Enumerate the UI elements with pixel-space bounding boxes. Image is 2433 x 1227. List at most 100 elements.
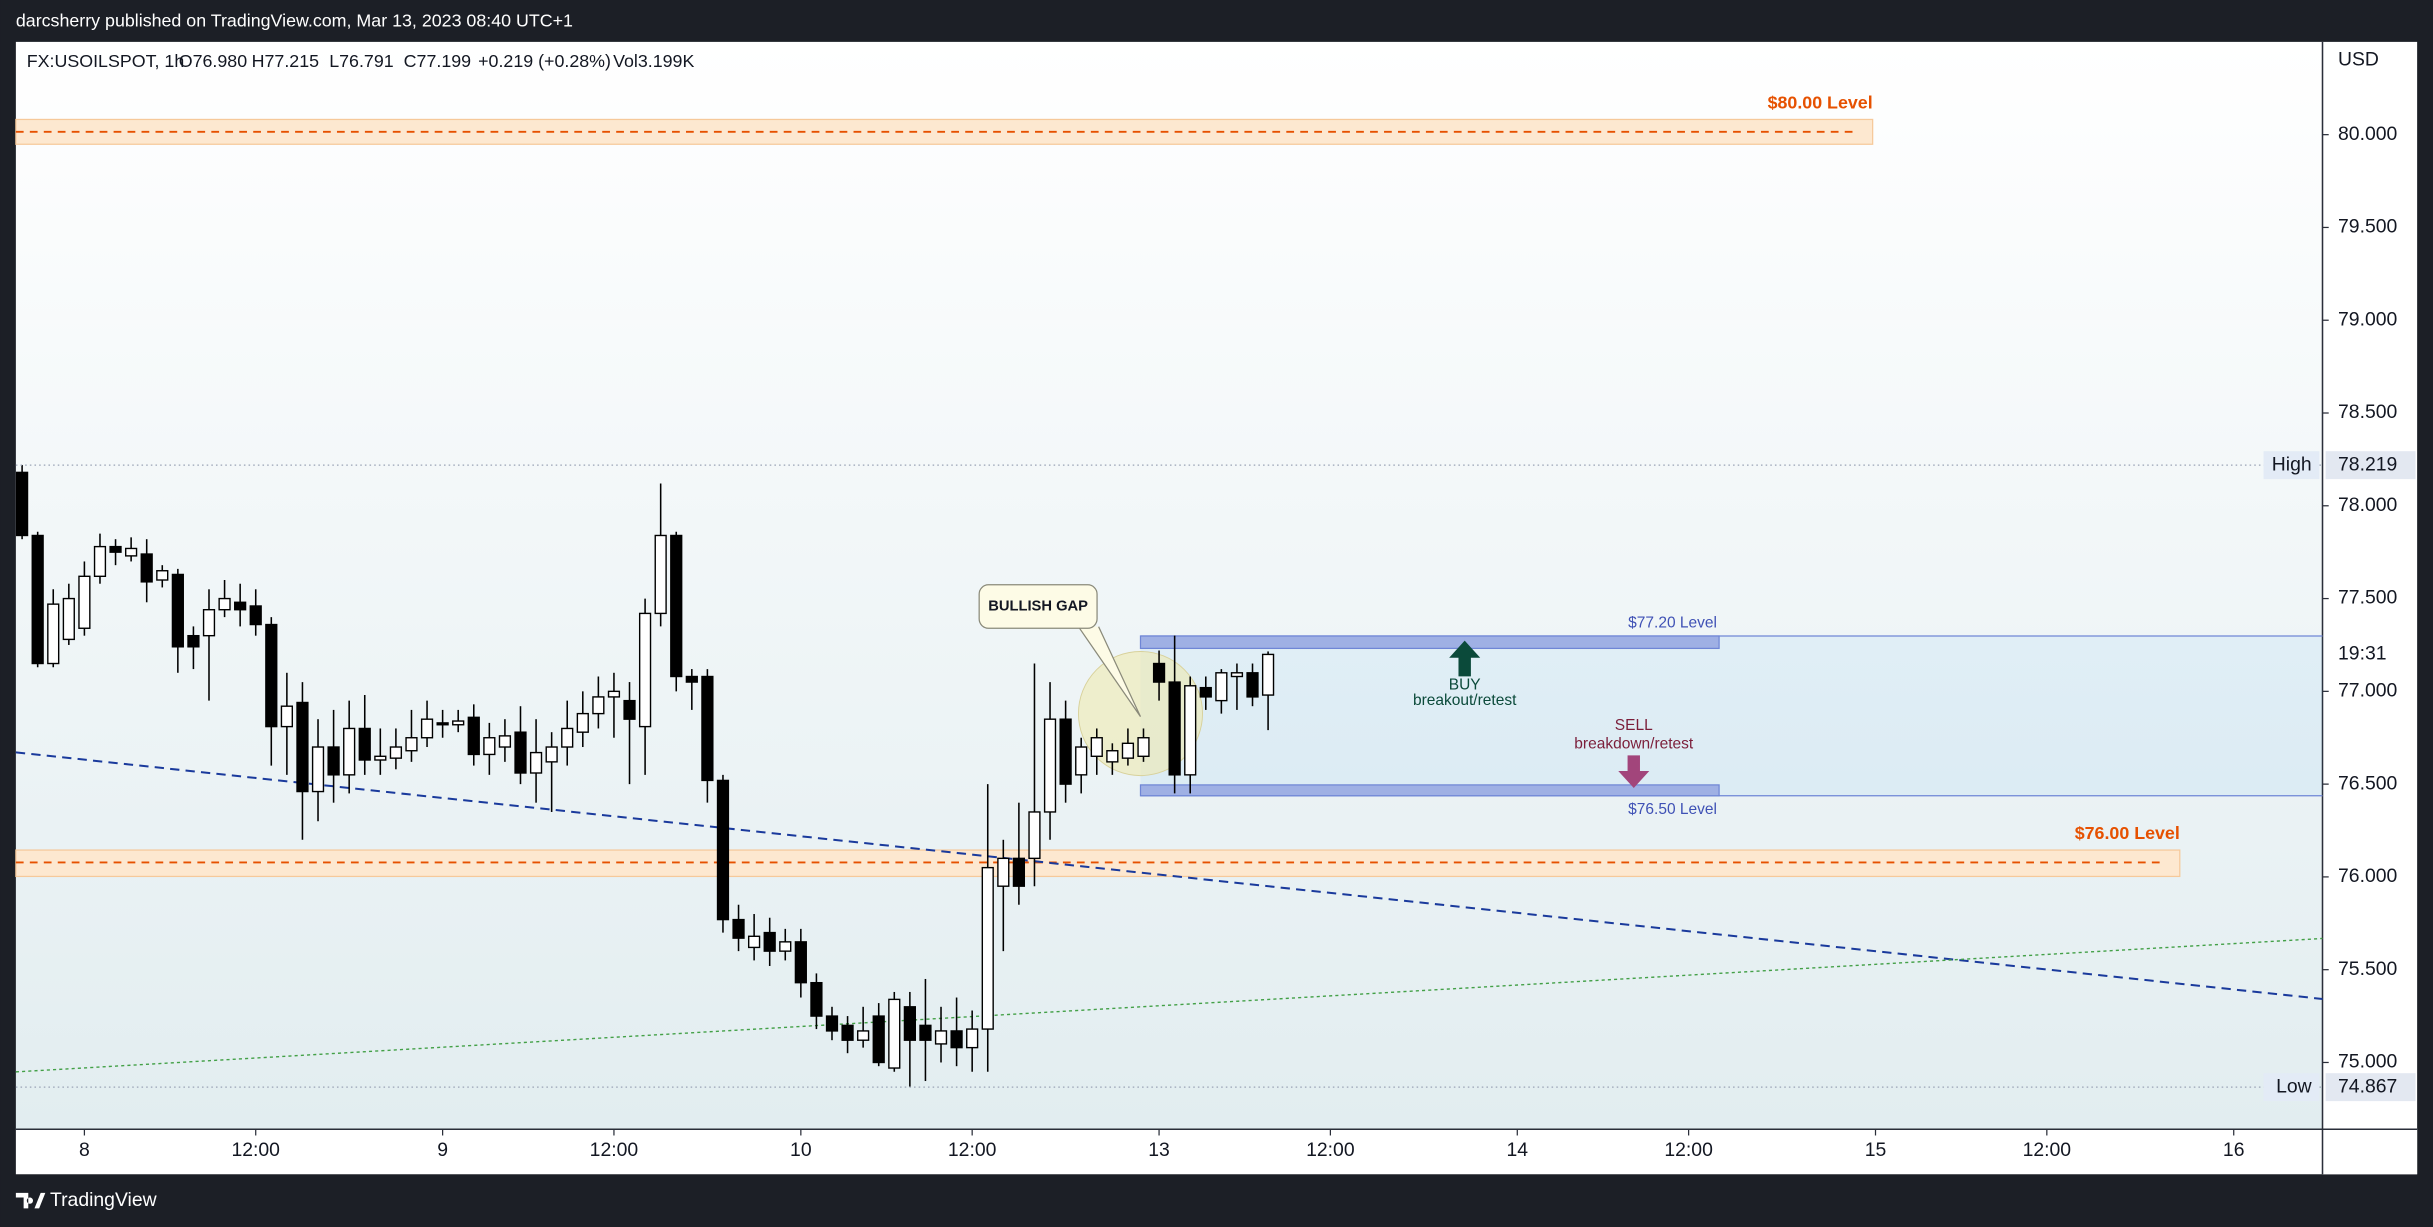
candle-body	[171, 573, 184, 648]
candle-body	[732, 918, 745, 939]
candle-body	[47, 603, 60, 665]
candle-body	[1090, 737, 1103, 757]
candle-body	[327, 746, 340, 776]
y-tick-label: 78.000	[2338, 494, 2397, 516]
buy-label: BUY	[1449, 677, 1481, 694]
candle-body	[498, 735, 512, 748]
candles	[15, 464, 1275, 1087]
y-tick-label: 75.000	[2338, 1051, 2397, 1073]
extreme-label: Low	[2276, 1075, 2313, 1097]
level-label: $76.50 Level	[1628, 801, 1717, 818]
candle-body	[358, 727, 371, 761]
candle-body	[124, 547, 138, 557]
candle-body	[514, 731, 527, 774]
y-tick-label: 76.500	[2338, 772, 2397, 794]
buy-arrow	[1449, 640, 1481, 677]
candle-body	[747, 935, 761, 949]
candle-body	[545, 746, 558, 763]
y-tick-label: 80.000	[2338, 123, 2397, 145]
candle-body	[1199, 686, 1212, 698]
candle-body	[561, 727, 574, 748]
extreme-price: 74.867	[2338, 1075, 2397, 1097]
candle-body	[374, 755, 387, 761]
y-tick-label: 79.000	[2338, 308, 2397, 330]
candle-body	[1215, 672, 1228, 702]
candle-body	[265, 623, 278, 728]
candle-body	[1059, 718, 1072, 785]
candle-body	[93, 545, 107, 577]
candle-body	[156, 570, 169, 581]
candle-body	[311, 746, 325, 793]
candle-body	[888, 998, 901, 1069]
trend-line	[15, 937, 2323, 1073]
candle-body	[140, 553, 153, 583]
candle-body	[1152, 662, 1166, 683]
x-tick-label: 12:00	[1306, 1139, 1355, 1161]
extreme-price: 78.219	[2338, 453, 2397, 475]
candle-body	[919, 1024, 932, 1041]
legend-item: Vol3.199K	[613, 51, 694, 71]
y-tick-label: 77.000	[2338, 679, 2397, 701]
y-tick-label: 79.500	[2338, 216, 2397, 238]
candle-body	[779, 941, 792, 952]
level-76: $76.00 Level	[15, 823, 2181, 878]
x-tick-label: 12:00	[1664, 1139, 1713, 1161]
x-tick-label: 9	[437, 1139, 448, 1161]
candle-body	[592, 696, 605, 715]
candle-body	[997, 857, 1010, 887]
legend-item: C77.199	[404, 51, 471, 71]
candle-body	[1075, 746, 1088, 776]
level-label: $76.00 Level	[2075, 823, 2180, 843]
range-box: $77.20 Level $76.50 Level	[1139, 615, 2323, 818]
x-tick-label: 15	[1865, 1139, 1887, 1161]
candle-body	[1137, 737, 1150, 757]
candle-body	[825, 1015, 839, 1032]
publisher: darcsherry published on TradingView.com,…	[16, 10, 573, 30]
level-band	[1139, 635, 1720, 650]
candle-body	[467, 716, 480, 756]
legend-item: H77.215	[252, 51, 319, 71]
y-tick-label: 78.500	[2338, 401, 2397, 423]
x-tick-label: 10	[790, 1139, 812, 1161]
candle-body	[389, 746, 403, 759]
x-tick-label: 13	[1148, 1139, 1170, 1161]
x-tick-label: 14	[1507, 1139, 1529, 1161]
candle-body	[109, 545, 122, 553]
candle-body	[1106, 750, 1119, 763]
level-label: $80.00 Level	[1768, 93, 1873, 113]
level-80: $80.00 Level	[15, 93, 1874, 145]
y-tick-label: 75.500	[2338, 958, 2397, 980]
time-axis	[15, 1129, 2418, 1175]
sell-label: SELL	[1615, 717, 1653, 734]
sell-note: breakdown/retest	[1574, 736, 1694, 753]
x-tick-label: 8	[79, 1139, 90, 1161]
candle-body	[420, 718, 434, 739]
candle-body	[685, 675, 698, 683]
candle-body	[763, 931, 776, 952]
logo	[15, 1192, 46, 1209]
candle-body	[296, 701, 309, 793]
candle-body	[343, 727, 356, 776]
candle-body	[794, 941, 807, 984]
legend-item: O76.980	[179, 51, 247, 71]
candle-body	[1121, 742, 1135, 759]
candle-body	[483, 737, 496, 756]
candle-body	[405, 737, 418, 752]
level-band	[1139, 784, 1720, 797]
extreme-price-box	[2325, 1073, 2416, 1102]
extreme-price-box	[2325, 451, 2416, 480]
legend-item: FX:USOILSPOT, 1h	[27, 51, 185, 71]
axis-unit: USD	[2338, 49, 2379, 71]
candle-body	[607, 690, 621, 698]
candle-body	[903, 1006, 916, 1041]
candle-body	[1043, 718, 1057, 813]
candle-body	[966, 1028, 979, 1049]
candle-body	[576, 712, 589, 733]
countdown: 19:31	[2338, 643, 2387, 665]
candle-body	[78, 575, 91, 629]
range-fill	[1140, 635, 2323, 796]
sell-arrow	[1618, 755, 1650, 789]
callout-pointer	[1077, 626, 1142, 718]
